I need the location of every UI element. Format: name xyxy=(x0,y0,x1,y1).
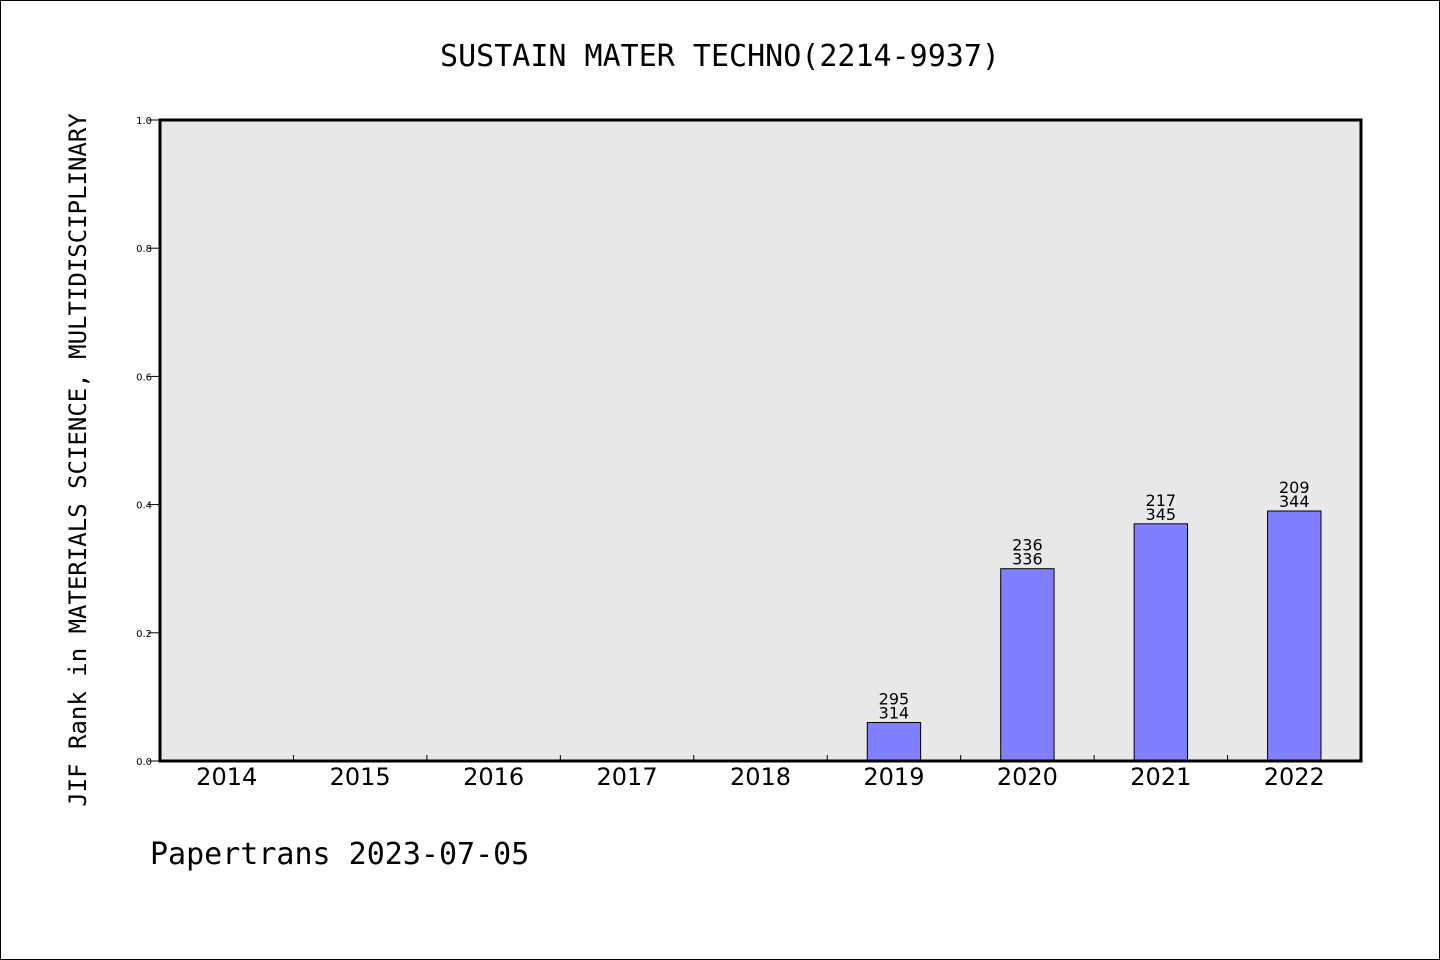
bar-2020 xyxy=(1000,568,1055,762)
x-tick-label: 2021 xyxy=(1130,763,1191,791)
bar-2019 xyxy=(866,722,922,762)
bar-2021 xyxy=(1133,523,1189,762)
bar-label-top-2021: 217 xyxy=(1146,491,1177,510)
x-axis-ticks: 2014 2015 2016 2017 2018 2019 2020 2021 2022 xyxy=(196,755,1325,791)
x-tick-label: 2015 xyxy=(330,763,391,791)
bar-label-top-2020: 236 xyxy=(1012,536,1043,555)
y-tick-label: 0.2 xyxy=(136,629,152,640)
x-tick-label: 2020 xyxy=(997,763,1058,791)
bar-label-bottom-2022: 344 xyxy=(1279,492,1310,511)
bar-label-bottom-2020: 336 xyxy=(1012,550,1043,569)
x-tick-label: 2016 xyxy=(463,763,524,791)
y-tick-label: 0.6 xyxy=(136,372,152,383)
y-axis-ticks: 0.0 0.2 0.4 0.6 0.8 1.0 xyxy=(136,116,160,768)
x-tick-label: 2022 xyxy=(1264,763,1325,791)
x-tick-label: 2018 xyxy=(730,763,791,791)
bar-label-top-2022: 209 xyxy=(1279,478,1310,497)
chart-title: SUSTAIN MATER TECHNO(2214-9937) xyxy=(440,39,1000,74)
x-tick-label: 2014 xyxy=(196,763,257,791)
footer-text: Papertrans 2023-07-05 xyxy=(150,837,529,872)
y-tick-label: 0.0 xyxy=(136,757,152,768)
y-axis-label: JIF Rank in MATERIALS SCIENCE, MULTIDISC… xyxy=(64,113,92,807)
bar-label-top-2019: 295 xyxy=(879,690,910,709)
bar-label-bottom-2019: 314 xyxy=(879,704,910,723)
bar-2022 xyxy=(1267,510,1322,762)
y-tick-label: 0.4 xyxy=(136,501,152,512)
y-tick-label: 0.8 xyxy=(136,244,152,255)
y-tick-label: 1.0 xyxy=(136,116,152,127)
plot-border xyxy=(158,118,1363,763)
bar-label-bottom-2021: 345 xyxy=(1146,505,1177,524)
x-tick-label: 2019 xyxy=(863,763,924,791)
bars xyxy=(866,510,1322,762)
x-tick-label: 2017 xyxy=(597,763,658,791)
